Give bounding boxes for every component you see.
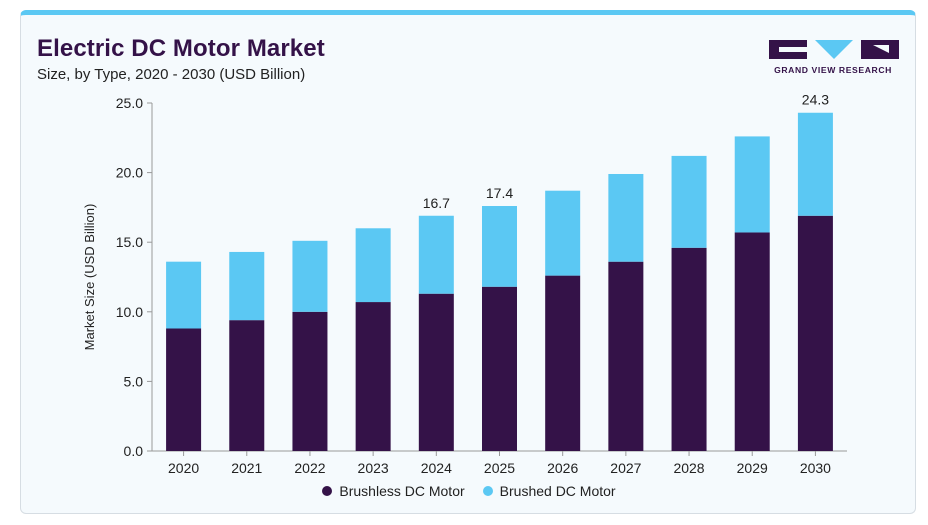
bar-brushless-2023 bbox=[355, 302, 391, 451]
y-tick-label: 10.0 bbox=[116, 304, 143, 320]
x-tick-label: 2022 bbox=[294, 460, 325, 476]
x-tick-label: 2030 bbox=[800, 460, 831, 476]
bar-brushless-2029 bbox=[734, 232, 770, 451]
legend-item-brushless: Brushless DC Motor bbox=[322, 483, 465, 499]
bar-brushed-2021 bbox=[229, 251, 265, 321]
bar-brushless-2027 bbox=[608, 261, 644, 451]
bar-brushed-2024 bbox=[418, 215, 454, 294]
bar-brushed-2020 bbox=[166, 261, 202, 329]
chart-legend: Brushless DC Motor Brushed DC Motor bbox=[21, 483, 917, 499]
data-label-2024: 16.7 bbox=[423, 195, 450, 211]
bar-brushed-2027 bbox=[608, 173, 644, 262]
logo-wordmark: GRAND VIEW RESEARCH bbox=[774, 65, 892, 75]
chart-subtitle: Size, by Type, 2020 - 2030 (USD Billion) bbox=[37, 66, 306, 83]
bar-brushless-2025 bbox=[482, 286, 517, 451]
y-axis-title: Market Size (USD Billion) bbox=[82, 204, 97, 351]
bar-brushed-2022 bbox=[292, 240, 328, 312]
bar-brushed-2026 bbox=[545, 190, 581, 276]
x-tick-label: 2021 bbox=[231, 460, 262, 476]
chart-title: Electric DC Motor Market bbox=[37, 35, 325, 62]
bar-brushless-2021 bbox=[229, 320, 265, 451]
y-tick-label: 0.0 bbox=[124, 443, 144, 459]
x-tick-label: 2028 bbox=[673, 460, 704, 476]
bar-brushless-2030 bbox=[797, 215, 833, 451]
legend-item-brushed: Brushed DC Motor bbox=[482, 483, 616, 499]
bar-brushed-2025 bbox=[482, 206, 517, 287]
legend-label-brushless: Brushless DC Motor bbox=[339, 483, 465, 499]
x-tick-label: 2024 bbox=[421, 460, 452, 476]
bar-brushless-2020 bbox=[166, 328, 202, 451]
bar-brushless-2022 bbox=[292, 311, 328, 451]
y-tick-label: 15.0 bbox=[116, 234, 143, 250]
bar-brushed-2029 bbox=[734, 136, 770, 233]
bar-brushless-2024 bbox=[418, 293, 454, 451]
chart-card: Electric DC Motor Market Size, by Type, … bbox=[20, 10, 916, 514]
legend-label-brushed: Brushed DC Motor bbox=[499, 483, 616, 499]
legend-swatch-brushed bbox=[482, 486, 493, 496]
legend-swatch-brushless bbox=[322, 486, 333, 496]
y-tick-label: 25.0 bbox=[116, 95, 143, 111]
stacked-bar-chart: 0.0 5.0 10.0 15.0 20.0 25.0 Market Size (USD B… bbox=[82, 92, 847, 476]
bar-brushed-2030 bbox=[797, 112, 833, 216]
x-tick-label: 2029 bbox=[737, 460, 768, 476]
x-tick-label: 2027 bbox=[610, 460, 641, 476]
x-tick-label: 2025 bbox=[484, 460, 515, 476]
x-tick-label: 2026 bbox=[547, 460, 578, 476]
grand-view-research-logo bbox=[769, 40, 899, 59]
bar-brushless-2028 bbox=[671, 247, 707, 451]
x-tick-label: 2020 bbox=[168, 460, 199, 476]
data-label-2030: 24.3 bbox=[802, 92, 829, 108]
x-tick-label: 2023 bbox=[358, 460, 389, 476]
y-tick-label: 20.0 bbox=[116, 165, 143, 181]
bar-brushed-2028 bbox=[671, 155, 707, 248]
bar-brushed-2023 bbox=[355, 228, 391, 303]
bar-brushless-2026 bbox=[545, 275, 581, 451]
y-tick-label: 5.0 bbox=[124, 373, 144, 389]
data-label-2025: 17.4 bbox=[486, 185, 513, 201]
